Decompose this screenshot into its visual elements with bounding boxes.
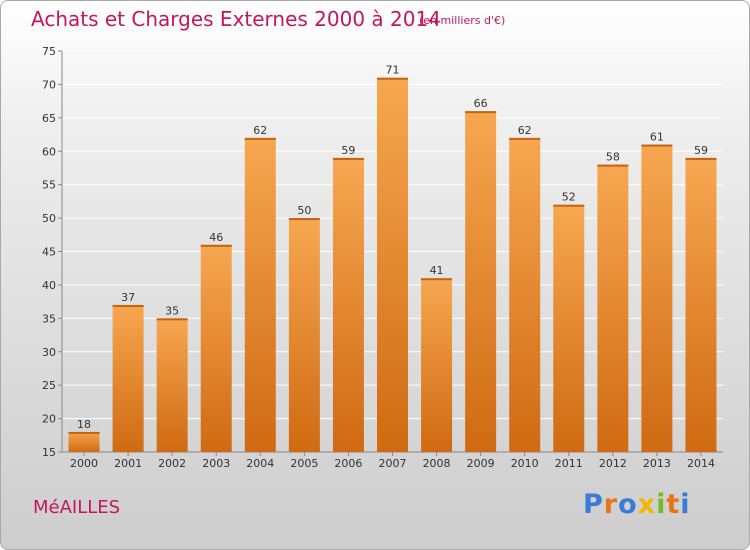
y-tick-label: 70 — [42, 78, 56, 91]
x-tick-label: 2008 — [423, 457, 451, 470]
bar-2014 — [685, 157, 717, 452]
logo-letter: x — [637, 489, 657, 520]
value-label: 46 — [209, 231, 223, 244]
bar-top-edge — [421, 278, 453, 281]
bar-top-edge — [377, 77, 408, 80]
bar-2011 — [553, 204, 585, 452]
logo-letter: i — [656, 489, 667, 520]
bar-top-edge — [288, 218, 320, 221]
bar-top-edge — [68, 431, 100, 434]
x-tick-label: 2011 — [555, 457, 583, 470]
logo-letter: t — [666, 489, 681, 520]
bar-top-edge — [244, 137, 276, 140]
y-tick-label: 65 — [42, 112, 56, 125]
value-label: 18 — [77, 418, 91, 431]
x-tick-label: 2009 — [467, 457, 495, 470]
bar-top-edge — [685, 157, 717, 160]
x-tick-label: 2013 — [643, 457, 671, 470]
bar-2007 — [377, 77, 408, 452]
place-name: MéAILLES — [33, 497, 121, 518]
x-tick-label: 2004 — [246, 457, 274, 470]
bar-top-edge — [509, 137, 541, 140]
y-tick-label: 35 — [42, 312, 56, 325]
chart-title: Achats et Charges Externes 2000 à 2014 — [31, 7, 441, 31]
value-label: 41 — [430, 264, 444, 277]
bar-top-edge — [156, 318, 188, 321]
bar-top-edge — [465, 111, 497, 114]
bar-top-edge — [641, 144, 673, 147]
value-label: 52 — [562, 191, 576, 204]
bar-top-edge — [332, 157, 364, 160]
value-label: 62 — [518, 124, 532, 137]
x-tick-label: 2007 — [379, 457, 407, 470]
bar-2001 — [112, 304, 144, 452]
value-label: 61 — [650, 131, 664, 144]
chart-unit: (en milliers d'€) — [419, 14, 506, 27]
bar-top-edge — [597, 164, 629, 167]
value-label: 35 — [165, 304, 179, 317]
y-tick-label: 75 — [42, 45, 56, 58]
value-label: 37 — [121, 291, 135, 304]
bar-2005 — [288, 218, 320, 452]
y-tick-label: 55 — [42, 179, 56, 192]
bars — [68, 77, 717, 453]
labels: 15 20 25 30 35 40 45 50 55 60 65 70 75 18 2000 37 2001 35… — [42, 45, 715, 470]
value-label: 71 — [386, 64, 400, 77]
bar-2013 — [641, 144, 673, 453]
bar-2004 — [244, 137, 276, 452]
bar-2000 — [68, 431, 100, 452]
bar-2006 — [332, 157, 364, 452]
x-tick-label: 2006 — [334, 457, 362, 470]
x-tick-label: 2014 — [687, 457, 715, 470]
y-tick-label: 20 — [42, 413, 56, 426]
bar-2003 — [200, 244, 232, 452]
value-label: 62 — [253, 124, 267, 137]
y-tick-label: 40 — [42, 279, 56, 292]
y-tick-label: 50 — [42, 212, 56, 225]
value-label: 59 — [341, 144, 355, 157]
logo-letter: r — [603, 489, 619, 520]
value-label: 59 — [694, 144, 708, 157]
bar-2008 — [421, 278, 453, 452]
proxiti-logo[interactable]: Proxiti — [583, 489, 691, 520]
x-tick-label: 2005 — [290, 457, 318, 470]
x-tick-label: 2000 — [70, 457, 98, 470]
bar-2010 — [509, 137, 541, 452]
y-tick-label: 15 — [42, 446, 56, 459]
x-tick-label: 2010 — [511, 457, 539, 470]
x-tick-label: 2003 — [202, 457, 230, 470]
logo-letter: o — [618, 489, 638, 520]
bar-top-edge — [553, 204, 585, 207]
bar-top-edge — [200, 244, 232, 247]
y-tick-label: 30 — [42, 346, 56, 359]
bar-2009 — [465, 111, 497, 453]
y-tick-label: 60 — [42, 145, 56, 158]
bar-2012 — [597, 164, 629, 452]
bar-top-edge — [112, 304, 144, 307]
logo-letter: P — [583, 489, 604, 520]
y-tick-label: 45 — [42, 246, 56, 259]
value-label: 66 — [474, 97, 488, 110]
x-tick-label: 2002 — [158, 457, 186, 470]
x-tick-label: 2001 — [114, 457, 142, 470]
value-label: 50 — [297, 204, 311, 217]
value-label: 58 — [606, 151, 620, 164]
bar-2002 — [156, 318, 188, 452]
y-tick-label: 25 — [42, 379, 56, 392]
logo-letter: i — [680, 489, 691, 520]
x-tick-label: 2012 — [599, 457, 627, 470]
